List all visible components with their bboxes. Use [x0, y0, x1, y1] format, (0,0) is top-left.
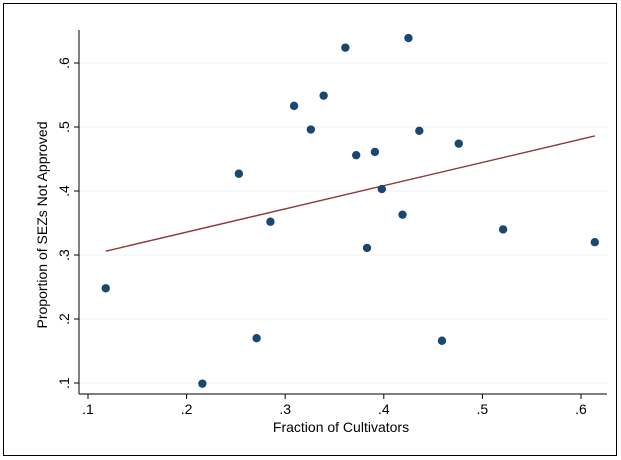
y-tick-label-4: .5 [56, 121, 72, 133]
x-axis-label: Fraction of Cultivators [273, 419, 409, 435]
x-tick-label-4: .5 [477, 401, 489, 417]
x-tick-label-3: .4 [378, 401, 390, 417]
scatter-point-1 [198, 379, 207, 388]
scatter-point-13 [398, 210, 407, 219]
scatter-point-19 [590, 238, 600, 247]
y-tick-label-3: .4 [56, 185, 72, 197]
scatter-point-3 [252, 334, 261, 343]
x-tick-label-0: .1 [82, 401, 94, 417]
y-tick-label-1: .2 [56, 313, 72, 325]
y-axis-label: Proportion of SEZs Not Approved [34, 122, 50, 329]
scatter-point-5 [289, 101, 299, 111]
gridlines [79, 62, 607, 384]
scatter-point-15 [415, 126, 424, 136]
x-tick-label-2: .3 [279, 401, 291, 417]
chart-frame: .1 .2 .3 .4 .5 .6 .1 .2 .3 .4 .5 .6 Fraction of Cul… [3, 3, 617, 456]
scatter-point-18 [498, 225, 508, 234]
scatter-point-0 [101, 284, 110, 293]
scatter-point-2 [234, 169, 244, 178]
scatter-point-6 [306, 125, 316, 134]
y-tick-label-2: .3 [56, 249, 72, 261]
x-tick-label-5: .6 [575, 401, 587, 417]
scatter-point-14 [404, 33, 413, 43]
scatter-point-9 [351, 150, 361, 160]
axes: .1 .2 .3 .4 .5 .6 .1 .2 .3 .4 .5 .6 [56, 30, 607, 417]
scatter-point-17 [454, 139, 463, 148]
scatter-point-10 [362, 243, 372, 253]
scatter-point-11 [370, 147, 380, 157]
y-tick-label-0: .1 [56, 377, 72, 389]
y-tick-label-5: .6 [56, 57, 72, 69]
x-tick-label-1: .2 [181, 401, 193, 417]
fitted-line [105, 135, 595, 252]
scatter-point-7 [319, 91, 328, 100]
scatter-point-8 [341, 43, 350, 52]
scatter-point-12 [377, 184, 387, 194]
scatter-point-16 [437, 336, 447, 345]
scatter-point-4 [266, 217, 275, 226]
scatter-points [101, 33, 600, 388]
fitted-line-layer [105, 135, 595, 252]
